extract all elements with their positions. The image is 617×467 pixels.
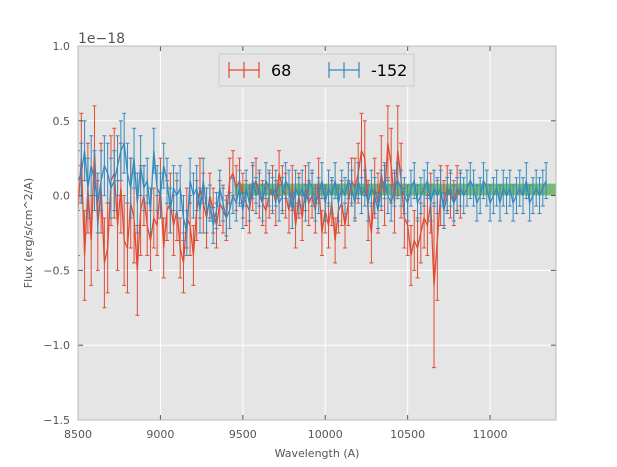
legend-label-68: 68 [271, 61, 291, 80]
series-line [78, 140, 547, 234]
series-layer [78, 105, 549, 369]
x-axis-label: Wavelength (A) [275, 447, 360, 460]
axis-ticks: 8500 9000 9500 10000 10500 11000 −1.5 −1.0 −0.5 0… [43, 40, 556, 441]
legend-entry-152: -152 [328, 61, 407, 80]
x-tick-label: 8500 [64, 428, 92, 441]
y-tick-label: −1.5 [43, 414, 70, 427]
y-tick-label: 1.0 [53, 40, 71, 53]
plot-frame [77, 45, 557, 421]
x-tick-label: 11000 [473, 428, 508, 441]
legend: 68 -152 [218, 53, 415, 87]
y-tick-label: −0.5 [43, 264, 70, 277]
series-152 [78, 112, 549, 256]
x-tick-label: 9500 [229, 428, 257, 441]
y-offset-text: 1e−18 [78, 31, 125, 47]
y-tick-label: 0.5 [53, 115, 71, 128]
y-tick-label: 0.0 [53, 190, 71, 203]
x-tick-label: 9000 [146, 428, 174, 441]
y-tick-label: −1.0 [43, 339, 70, 352]
x-tick-label: 10500 [390, 428, 425, 441]
legend-label-152: -152 [371, 61, 407, 80]
y-axis-label: Flux (erg/s/cm^2/A) [22, 178, 35, 288]
legend-entry-68: 68 [228, 61, 291, 80]
x-tick-label: 10000 [308, 428, 343, 441]
